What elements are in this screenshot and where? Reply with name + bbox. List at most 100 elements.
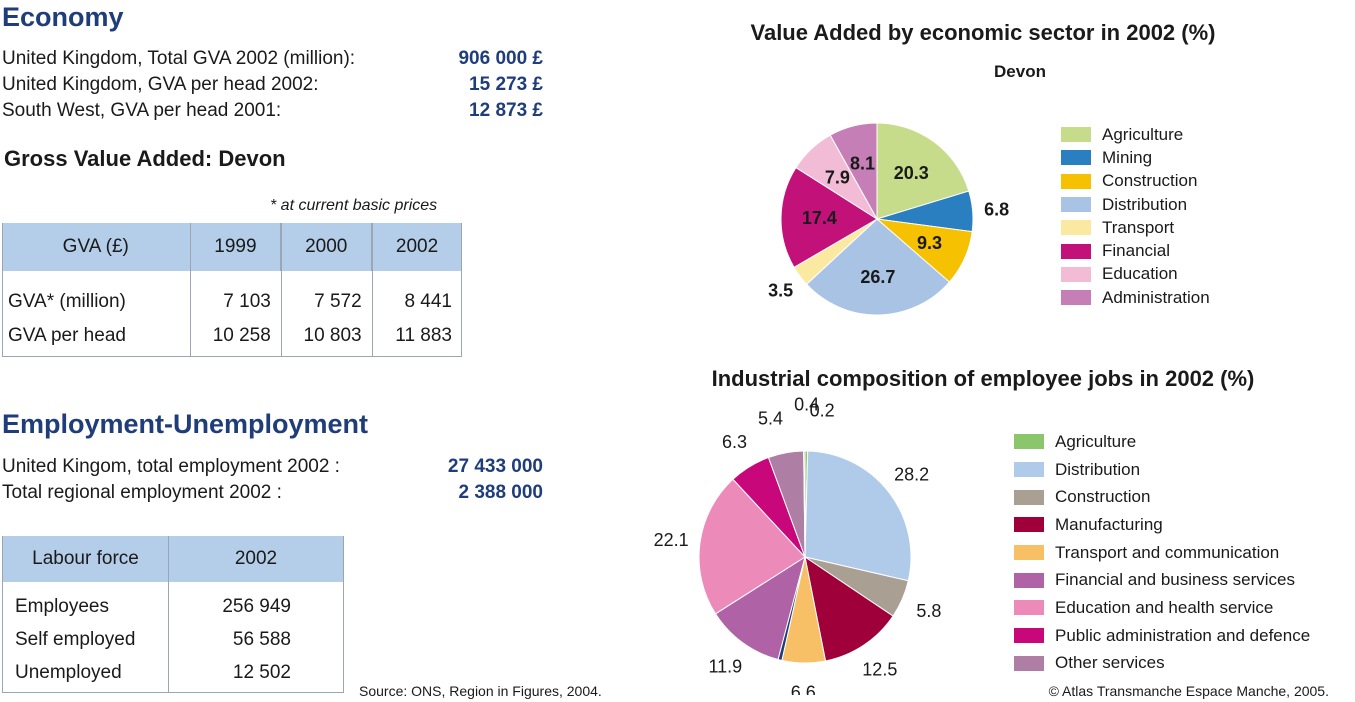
gva-header: 1999 [190,223,282,271]
legend-swatch [1014,462,1044,478]
cell: 56 588 [232,629,291,650]
legend-label: Financial [1102,241,1171,261]
pie-slice-distribution [804,450,912,582]
legend-swatch [1061,220,1091,236]
legend-label: Public administration and defence [1055,625,1311,645]
legend-label: Education [1102,264,1178,284]
labour-header-bar [3,536,343,582]
gva-table-frame [2,223,462,357]
stat-row: Total regional employment 2002 : 2 388 0… [2,480,547,506]
labour-header: 2002 [234,548,278,569]
stat-row: South West, GVA per head 2001: 12 873 £ [2,98,547,124]
legend-swatch [1014,489,1044,505]
legend-item-agriculture: Agriculture [1014,428,1310,456]
pie-slice-agriculture-small [803,450,806,558]
stat-label: South West, GVA per head 2001: [2,100,282,121]
legend-swatch [1061,197,1091,213]
economy-heading: Economy [2,2,124,32]
stat-label: United Kingom, total employment 2002 : [2,456,340,477]
legend-item-distribution: Distribution [1061,193,1210,216]
pie-chart-employee-jobs: 0.428.25.812.56.60.611.922.16.35.40.2 [654,395,942,695]
gva-header: GVA (£) [2,223,191,271]
legend-swatch [1014,517,1044,533]
gva-heading: Gross Value Added: Devon [4,146,286,171]
data-label-distribution: 26.7 [860,267,895,287]
copyright-note: © Atlas Transmanche Espace Manche, 2005. [1048,683,1329,699]
gva-table: GVA (£) 1999 2000 2002 GVA* (million) 7 … [2,223,462,353]
pie-slice-financial [780,166,878,269]
pie-slice-education-and-health-service [698,478,806,615]
legend-label: Construction [1102,171,1198,191]
table-row: GVA* (million) 7 103 7 572 8 441 [2,285,462,319]
data-label-public-administration-and-defence: 6.3 [722,432,747,452]
legend-label: Distribution [1055,459,1141,479]
legend-item-administration: Administration [1061,286,1210,309]
pie-slice-distribution [805,218,951,316]
legend-label: Transport and communication [1055,542,1280,562]
legend-swatch [1061,266,1091,282]
row-label: Self employed [15,629,136,650]
legend-label: Transport [1102,217,1175,237]
chart1-legend: Agriculture Mining Construction Distributio… [1061,123,1210,309]
pie-slice-agriculture [876,122,970,220]
source-note: Source: ONS, Region in Figures, 2004. [359,683,602,699]
data-label-manufacturing: 12.5 [862,660,897,680]
legend-label: Education and health service [1055,597,1274,617]
stat-value: 12 873 £ [469,100,543,121]
row-label: Employees [15,596,109,617]
gva-note: * at current basic prices [270,197,438,214]
legend-item-education-and-health-service: Education and health service [1014,594,1310,622]
row-label: GVA* (million) [8,291,126,312]
legend-swatch [1014,628,1044,644]
legend-item-construction: Construction [1014,483,1310,511]
legend-item-transport-and-communication: Transport and communication [1014,539,1310,567]
stat-row: United Kingdom, Total GVA 2002 (million)… [2,46,547,72]
legend-item-mining: Mining [1061,146,1210,169]
gva-col-divider [281,223,282,357]
data-label-construction: 5.8 [916,601,941,621]
stat-row: United Kingdom, GVA per head 2002: 15 27… [2,72,547,98]
employment-stats: United Kingom, total employment 2002 : 2… [2,454,547,506]
legend-label: Other services [1055,653,1165,673]
legend-swatch [1014,600,1044,616]
stat-label: Total regional employment 2002 : [2,482,282,503]
data-label-mining: 6.8 [984,200,1009,220]
data-label-education: 7.9 [825,167,850,187]
legend-swatch [1061,150,1091,166]
data-label-administration: 8.1 [850,154,875,174]
row-label: GVA per head [8,325,126,346]
legend-swatch [1014,572,1044,588]
legend-swatch [1061,173,1091,189]
legend-item-education: Education [1061,263,1210,286]
cell: 7 572 [314,291,362,312]
legend-label: Mining [1102,147,1153,167]
stat-value: 906 000 £ [458,48,543,69]
pie-slice-administration [829,122,878,221]
cell: 8 441 [404,291,452,312]
data-label-transport-and-communication: 6.6 [791,682,816,695]
data-label-agriculture-small: 0.2 [810,400,835,420]
data-label-construction: 9.3 [917,233,942,253]
legend-swatch [1061,290,1091,306]
labour-table: Labour force 2002 Employees 256 949 Self… [2,536,344,693]
legend-swatch [1061,127,1091,143]
legend-item-transport: Transport [1061,216,1210,239]
cell: 7 103 [223,291,271,312]
legend-item-other-services: Other services [1014,650,1310,678]
gva-header: 2002 [371,223,462,271]
legend-label: Agriculture [1102,124,1184,144]
legend-label: Administration [1102,287,1210,307]
chart2-title: Industrial composition of employee jobs … [711,366,1255,391]
cell: 11 883 [395,325,452,346]
employment-heading: Employment-Unemployment [2,409,369,439]
data-label-agriculture: 20.3 [894,163,929,183]
stat-label: United Kingdom, Total GVA 2002 (million)… [2,48,356,69]
cell: 10 803 [303,325,362,346]
table-row: GVA per head 10 258 10 803 11 883 [2,319,462,353]
legend-item-manufacturing: Manufacturing [1014,511,1310,539]
stat-label: United Kingdom, GVA per head 2002: [2,74,319,95]
cell: 256 949 [222,596,291,617]
legend-label: Agriculture [1055,431,1137,451]
data-label-financial: 17.4 [802,208,837,228]
pie-slice-manufacturing [804,555,894,662]
